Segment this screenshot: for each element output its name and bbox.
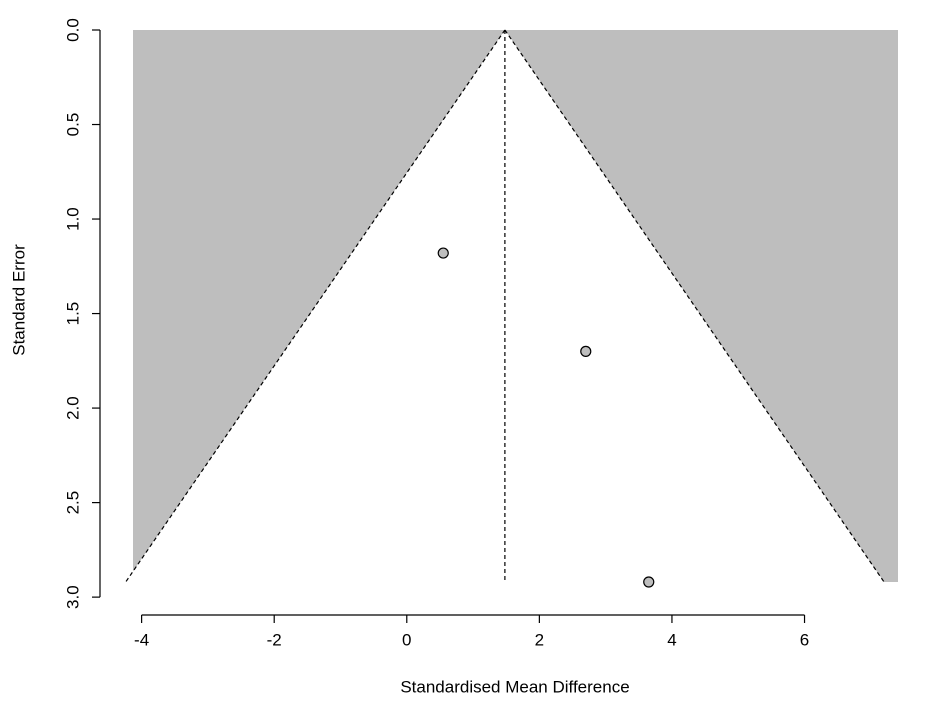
study-point (437, 247, 449, 259)
x-tick-label: 4 (667, 630, 676, 649)
x-tick-label: 0 (402, 630, 411, 649)
study-point (580, 345, 592, 357)
y-tick-label: 1.0 (63, 207, 82, 231)
x-tick-label: -2 (267, 630, 282, 649)
y-tick-label: 3.0 (63, 585, 82, 609)
study-point (643, 576, 655, 588)
x-tick-label: 6 (800, 630, 809, 649)
y-tick-label: 2.5 (63, 491, 82, 515)
x-tick-label: 2 (535, 630, 544, 649)
y-axis-title: Standard Error (9, 244, 28, 356)
y-tick-label: 0.0 (63, 18, 82, 42)
x-axis-title: Standardised Mean Difference (400, 677, 629, 696)
y-tick-label: 1.5 (63, 302, 82, 326)
y-tick-label: 0.5 (63, 113, 82, 137)
x-tick-label: -4 (134, 630, 149, 649)
y-tick-label: 2.0 (63, 396, 82, 420)
